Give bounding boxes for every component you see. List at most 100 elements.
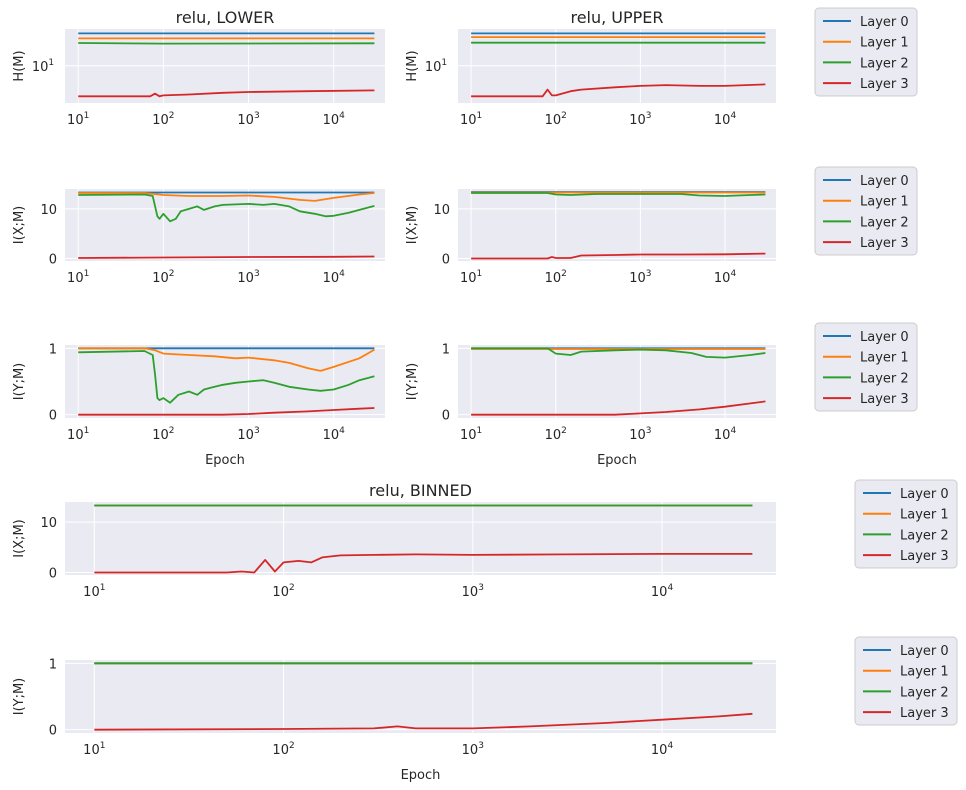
x-tick-label: 101 (67, 426, 89, 443)
series-line-layer-2 (471, 192, 766, 197)
legend-label: Layer 0 (860, 330, 909, 345)
legend-label: Layer 3 (860, 77, 909, 92)
x-tick-label: 104 (323, 426, 346, 443)
x-axis-label: Epoch (401, 768, 441, 783)
series-line-layer-1 (78, 192, 375, 202)
legend-label: Layer 2 (900, 528, 949, 543)
chart-title: relu, UPPER (570, 8, 663, 27)
legend-label: Layer 1 (860, 195, 909, 210)
y-tick-label: 10 (40, 516, 57, 531)
legend-label: Layer 1 (860, 351, 909, 366)
legend-box (814, 322, 918, 412)
legend-label: Layer 2 (860, 371, 909, 386)
x-tick-label: 102 (272, 583, 294, 600)
legend-label: Layer 0 (900, 487, 949, 502)
y-axis-label: I(Y;M) (405, 363, 420, 401)
x-tick-label: 101 (67, 111, 89, 128)
series-line-layer-3 (471, 252, 766, 260)
y-tick-label: 101 (32, 58, 54, 75)
x-tick-label: 103 (237, 426, 259, 443)
legend-label: Layer 0 (860, 15, 909, 30)
series-line-layer-2 (78, 193, 375, 223)
legend: Layer 0 Layer 1 Layer 2 Layer 3 (854, 479, 958, 569)
series-line-layer-3 (94, 712, 753, 731)
x-tick-label: 101 (460, 426, 482, 443)
x-tick-label: 104 (651, 741, 674, 758)
x-tick-label: 103 (629, 426, 651, 443)
legend-label: Layer 1 (860, 36, 909, 51)
y-tick-label: 1 (442, 342, 450, 357)
chart-binned-iym: 101 102 103 104 0 1 I(Y;M) Epoch (12, 657, 776, 783)
legend-label: Layer 1 (900, 665, 949, 680)
x-tick-label: 104 (714, 111, 737, 128)
plot-area (65, 502, 776, 575)
x-tick-label: 103 (462, 583, 484, 600)
y-tick-label: 1 (49, 657, 57, 672)
series-line-layer-1 (78, 347, 375, 372)
legend-box (814, 7, 918, 97)
plot-area (65, 660, 776, 733)
x-axis-label: Epoch (597, 453, 637, 468)
plot-area (65, 189, 385, 261)
y-tick-label: 1 (49, 342, 57, 357)
chart-lower-iym: 101 102 103 104 0 1 I(Y;M) Epoch (12, 342, 385, 468)
x-tick-label: 102 (545, 269, 567, 286)
y-axis-label: I(X;M) (405, 206, 420, 244)
legend-label: Layer 0 (900, 644, 949, 659)
chart-lower-h: 101 102 103 104 101 relu, LOWER H(M) (12, 8, 385, 128)
legend-box (854, 479, 958, 569)
legend-label: Layer 3 (900, 706, 949, 721)
y-axis-label: I(X;M) (12, 519, 27, 557)
x-tick-label: 103 (462, 741, 484, 758)
legend-label: Layer 3 (900, 549, 949, 564)
legend: Layer 0 Layer 1 Layer 2 Layer 3 (814, 7, 918, 97)
series-line-layer-2 (78, 350, 375, 404)
legend-label: Layer 2 (860, 215, 909, 230)
series-line-layer-3 (471, 83, 766, 98)
legend-label: Layer 1 (900, 508, 949, 523)
x-tick-label: 102 (545, 111, 567, 128)
y-tick-label: 101 (425, 58, 447, 75)
legend-box (814, 166, 918, 256)
y-axis-label: I(X;M) (12, 206, 27, 244)
plot-area (458, 189, 776, 261)
y-tick-label: 0 (49, 724, 57, 739)
x-tick-label: 103 (629, 111, 651, 128)
x-tick-label: 102 (152, 111, 174, 128)
x-tick-label: 103 (629, 269, 651, 286)
x-tick-label: 101 (460, 269, 482, 286)
x-tick-label: 101 (460, 111, 482, 128)
chart-title: relu, BINNED (369, 481, 472, 500)
x-tick-label: 104 (651, 583, 674, 600)
y-axis-label: I(Y;M) (12, 678, 27, 716)
y-tick-label: 10 (40, 203, 57, 218)
chart-upper-iym: 101 102 103 104 0 1 I(Y;M) Epoch (405, 342, 776, 468)
series-line-layer-3 (78, 89, 375, 98)
legend-label: Layer 3 (860, 236, 909, 251)
legend: Layer 0 Layer 1 Layer 2 Layer 3 (814, 166, 918, 256)
y-axis-label: I(Y;M) (12, 363, 27, 401)
legend: Layer 0 Layer 1 Layer 2 Layer 3 (814, 322, 918, 412)
legend-label: Layer 0 (860, 174, 909, 189)
y-tick-label: 0 (49, 253, 57, 268)
y-axis-label: H(M) (12, 50, 27, 81)
x-tick-label: 104 (323, 111, 346, 128)
x-tick-label: 104 (323, 269, 346, 286)
chart-title: relu, LOWER (176, 8, 275, 27)
x-tick-label: 104 (714, 269, 737, 286)
series-line-layer-2 (78, 42, 375, 45)
y-tick-label: 0 (442, 253, 450, 268)
x-tick-label: 102 (272, 741, 294, 758)
x-tick-label: 102 (152, 269, 174, 286)
plot-area (65, 345, 385, 418)
legend: Layer 0 Layer 1 Layer 2 Layer 3 (854, 636, 958, 726)
x-axis-label: Epoch (205, 453, 245, 468)
series-line-layer-3 (94, 553, 753, 574)
series-line-layer-3 (78, 255, 375, 259)
chart-upper-h: 101 102 103 104 101 relu, UPPER H(M) (405, 8, 776, 128)
legend-label: Layer 2 (860, 56, 909, 71)
legend-label: Layer 3 (860, 392, 909, 407)
series-line-layer-3 (471, 400, 766, 416)
x-tick-label: 103 (237, 269, 259, 286)
